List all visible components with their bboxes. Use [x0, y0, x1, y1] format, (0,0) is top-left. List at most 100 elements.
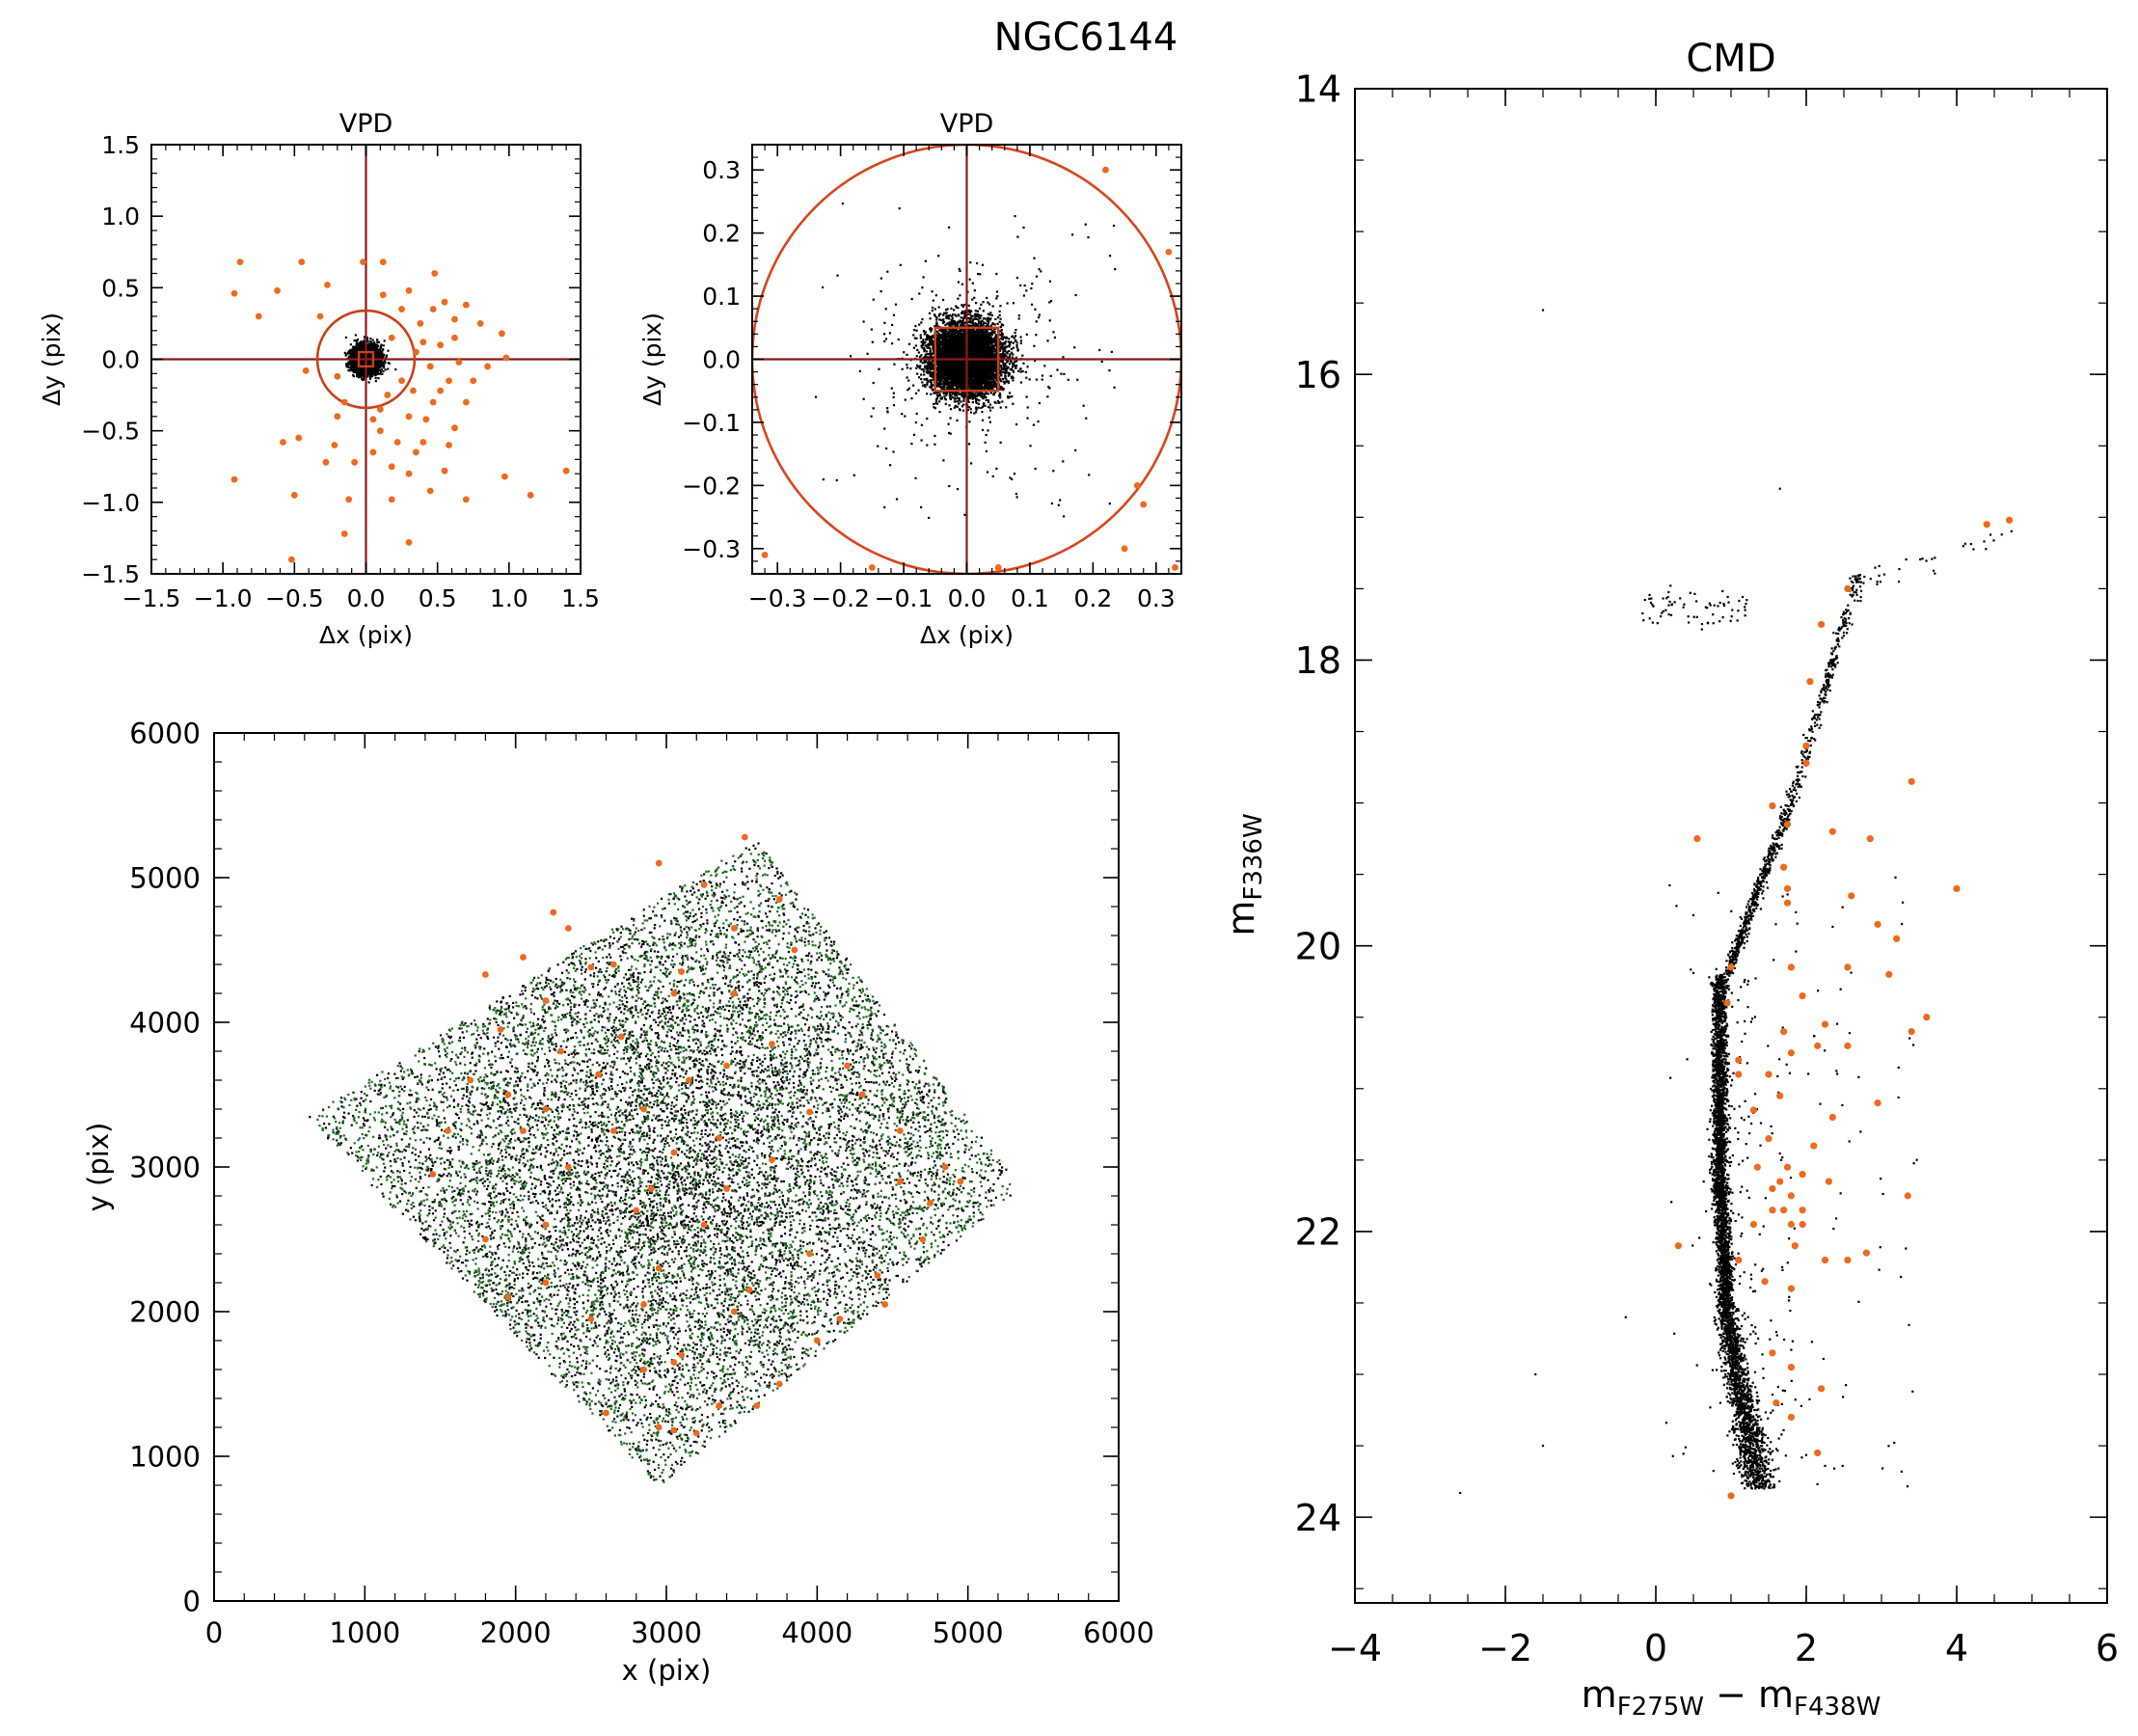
- vpd1-black-point: [370, 373, 373, 377]
- vpd1-black-point: [354, 360, 357, 363]
- vpd1-black-point: [350, 366, 353, 369]
- vpd1-black-point: [360, 352, 363, 356]
- vpd1-points: [151, 145, 581, 574]
- vpd1-black-point: [372, 366, 375, 369]
- vpd1-black-point: [379, 346, 382, 349]
- vpd1-black-point: [362, 342, 365, 345]
- vpd1-black-point: [394, 367, 397, 371]
- vpd1-black-point: [376, 350, 380, 353]
- vpd1-black-point: [356, 366, 359, 369]
- vpd1-black-point: [370, 368, 373, 371]
- vpd1-black-point: [375, 350, 378, 353]
- vpd1-black-point: [367, 371, 370, 375]
- vpd1-black-point: [376, 370, 380, 373]
- vpd1-black-point: [360, 377, 364, 380]
- vpd1-black-point: [369, 339, 372, 343]
- vpd1-black-point: [382, 353, 385, 357]
- vpd1-black-point: [370, 346, 373, 350]
- vpd1-black-point: [355, 339, 358, 342]
- vpd1-black-point: [363, 377, 365, 380]
- vpd1-black-point: [381, 361, 384, 364]
- vpd1-black-point: [354, 351, 357, 354]
- vpd1-black-point: [379, 355, 382, 358]
- vpd1-black-point: [373, 340, 376, 344]
- vpd1-black-point: [348, 362, 351, 365]
- vpd1-black-point: [380, 354, 383, 358]
- vpd1-black-point: [366, 374, 369, 378]
- vpd1-black-point: [374, 344, 377, 347]
- vpd1-black-point: [382, 366, 386, 369]
- vpd1-black-point: [379, 372, 382, 375]
- vpd1-black-point: [373, 372, 376, 375]
- vpd1-black-point: [371, 371, 374, 374]
- vpd1-black-point: [370, 371, 373, 374]
- vpd1-black-point: [362, 345, 365, 348]
- vpd1-black-point: [368, 347, 371, 350]
- vpd1-panel: −1.5 −1.0 −0.5 0.0 0.5 1.0 1.51.51.00.50.0−0.5…: [38, 109, 600, 649]
- vpd1-black-point: [376, 340, 379, 343]
- vpd1-black-point: [354, 367, 357, 371]
- vpd1-black-point: [359, 368, 362, 371]
- vpd1-black-point: [363, 353, 365, 356]
- vpd1-black-point: [352, 349, 356, 352]
- vpd1-black-point: [356, 348, 359, 351]
- vpd1-black-point: [353, 370, 356, 373]
- vpd1-black-point: [349, 366, 352, 369]
- vpd1-black-point: [373, 368, 376, 372]
- vpd1-black-point: [348, 351, 352, 354]
- vpd1-black-point: [370, 348, 374, 351]
- vpd1-black-point: [353, 339, 356, 342]
- vpd1-black-point: [370, 343, 373, 346]
- vpd1-black-point: [373, 370, 376, 373]
- vpd1-black-point: [344, 354, 347, 357]
- vpd1-black-point: [364, 339, 366, 342]
- vpd1-black-point: [382, 348, 385, 351]
- vpd1-black-point: [357, 344, 361, 347]
- vpd1-black-point: [376, 366, 379, 369]
- vpd1-black-point: [366, 362, 369, 365]
- vpd1-black-point: [352, 362, 356, 366]
- vpd1-black-point: [355, 341, 358, 344]
- vpd1-black-point: [373, 364, 376, 367]
- vpd1-black-point: [349, 353, 353, 356]
- vpd1-black-point: [354, 356, 357, 359]
- vpd1-black-point: [361, 361, 364, 365]
- vpd1-black-point: [369, 364, 372, 366]
- vpd1-black-point: [381, 365, 384, 367]
- vpd1-black-point: [373, 348, 376, 351]
- vpd1-black-point: [361, 349, 364, 352]
- vpd1-black-point: [347, 350, 350, 353]
- vpd1-black-point: [348, 368, 351, 372]
- vpd1-black-point: [343, 351, 346, 354]
- vpd1-black-point: [368, 375, 372, 378]
- vpd1-black-point: [367, 343, 370, 346]
- vpd1-black-point: [347, 369, 350, 372]
- vpd1-black-point: [361, 374, 364, 377]
- vpd1-black-point: [382, 364, 385, 366]
- vpd1-black-point: [359, 347, 362, 351]
- vpd1-black-point: [354, 370, 358, 373]
- vpd1-black-point: [379, 363, 382, 366]
- vpd1-black-point: [356, 346, 360, 350]
- vpd1-black-point: [352, 366, 355, 369]
- vpd1-black-point: [362, 352, 365, 355]
- vpd1-black-point: [346, 365, 349, 367]
- vpd1-black-point: [377, 377, 380, 380]
- vpd1-black-point: [361, 340, 364, 344]
- vpd1-black-point: [369, 352, 373, 355]
- vpd1-black-point: [384, 368, 387, 371]
- vpd1-black-point: [378, 351, 381, 354]
- vpd1-black-point: [347, 352, 350, 355]
- vpd1-black-point: [356, 373, 359, 377]
- vpd1-black-point: [381, 372, 384, 376]
- vpd1-black-point: [369, 344, 372, 347]
- vpd1-black-point: [375, 368, 378, 371]
- vpd1-black-point: [380, 367, 383, 371]
- vpd1-black-point: [351, 368, 354, 372]
- vpd1-black-point: [374, 367, 377, 370]
- vpd1-black-point: [374, 353, 377, 356]
- vpd1-black-point: [367, 381, 370, 384]
- vpd1-black-point: [376, 356, 379, 359]
- vpd1-black-point: [374, 380, 377, 383]
- vpd1-black-point: [363, 366, 366, 369]
